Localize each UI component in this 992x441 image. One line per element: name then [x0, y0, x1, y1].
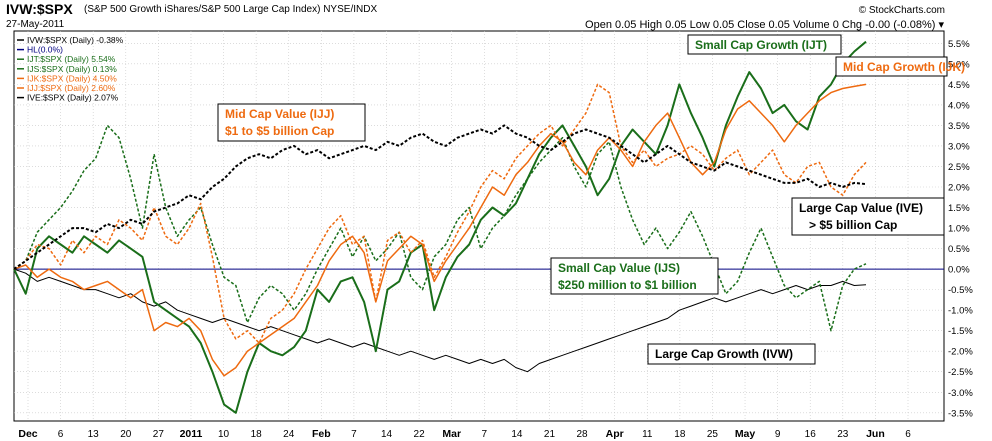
y-tick-label: 4.5% [948, 80, 970, 91]
y-tick-label: 3.5% [948, 121, 970, 132]
chart-title: IVW:$SPX [6, 1, 73, 17]
y-tick-label: 2.5% [948, 162, 970, 173]
annotation-label: Large Cap Growth (IVW) [655, 347, 793, 361]
y-tick-label: 5.5% [948, 39, 970, 50]
annotation-box [687, 34, 842, 55]
legend-item: IJJ:$SPX (Daily) 2.60% [27, 83, 116, 93]
y-tick-label: -1.5% [948, 326, 973, 337]
x-tick-label: 24 [283, 429, 295, 440]
annotation-box [647, 343, 816, 365]
x-tick-label: 25 [707, 429, 719, 440]
x-tick-label: 2011 [180, 428, 203, 440]
x-tick-label: 28 [577, 429, 589, 440]
annotation-label: Large Cap Value (IVE) [799, 201, 923, 215]
ohlc-readout: Open 0.05 High 0.05 Low 0.05 Close 0.05 … [585, 19, 944, 31]
x-tick-label: 7 [351, 429, 357, 440]
series-line [13, 124, 867, 270]
y-tick-label: 4.0% [948, 100, 970, 111]
y-tick-label: 5.0% [948, 59, 970, 70]
y-tick-label: 0.5% [948, 244, 970, 255]
y-tick-label: -3.0% [948, 388, 973, 399]
chart-subtitle: (S&P 500 Growth iShares/S&P 500 Large Ca… [84, 4, 378, 15]
y-tick-label: 1.5% [948, 203, 970, 214]
x-tick-label: 6 [58, 429, 64, 440]
x-tick-label: 11 [642, 429, 653, 440]
x-tick-label: 21 [544, 429, 556, 440]
x-tick-label: 14 [511, 429, 523, 440]
x-tick-label: May [735, 428, 756, 440]
y-tick-label: -2.0% [948, 347, 973, 358]
x-tick-label: 27 [153, 429, 165, 440]
annotation-box [791, 197, 945, 236]
legend-item: IJT:$SPX (Daily) 5.54% [27, 54, 116, 64]
annotation-label: $1 to $5 billion Cap [225, 124, 334, 138]
chart-date: 27-May-2011 [6, 19, 65, 30]
x-tick-label: Feb [312, 428, 331, 440]
x-tick-label: 6 [905, 429, 911, 440]
x-tick-label: Jun [866, 428, 885, 440]
y-tick-label: 1.0% [948, 224, 970, 235]
legend-item: IVW:$SPX (Daily) -0.38% [27, 35, 124, 45]
annotation-box [835, 56, 948, 77]
x-tick-label: Dec [18, 428, 37, 440]
brand-label: © StockCharts.com [858, 5, 945, 16]
x-tick-label: 16 [805, 429, 817, 440]
x-tick-label: 14 [381, 429, 393, 440]
y-tick-label: 2.0% [948, 183, 970, 194]
annotation-box [550, 257, 719, 295]
y-tick-label: 3.0% [948, 141, 970, 152]
annotation-box [217, 103, 366, 142]
x-tick-label: 10 [218, 429, 230, 440]
annotation-label: $250 million to $1 billion [558, 278, 697, 292]
legend-item: IVE:$SPX (Daily) 2.07% [27, 93, 119, 103]
series-line [13, 268, 867, 373]
y-tick-label: -2.5% [948, 367, 973, 378]
legend-item: IJK:$SPX (Daily) 4.50% [27, 73, 117, 83]
series-line [13, 40, 867, 414]
x-tick-label: 20 [120, 429, 132, 440]
x-tick-label: 13 [88, 429, 100, 440]
legend-item: IJS:$SPX (Daily) 0.13% [27, 64, 117, 74]
x-tick-label: 7 [482, 429, 488, 440]
annotation-label: Small Cap Growth (IJT) [695, 38, 827, 52]
x-tick-label: 18 [251, 429, 263, 440]
x-tick-label: 9 [775, 429, 781, 440]
x-tick-label: Mar [442, 428, 461, 440]
y-tick-label: -1.0% [948, 306, 973, 317]
x-tick-label: 23 [837, 429, 849, 440]
series-line [13, 83, 867, 344]
annotation-label: Mid Cap Value (IJJ) [225, 107, 334, 121]
legend-item: HL(0.0%) [27, 45, 63, 55]
y-tick-label: -3.5% [948, 408, 973, 419]
annotation-label: > $5 billion Cap [799, 218, 897, 232]
annotation-label: Mid Cap Growth (IJK) [843, 60, 965, 74]
x-tick-label: Apr [606, 428, 624, 440]
annotation-label: Small Cap Value (IJS) [558, 261, 680, 275]
x-tick-label: 18 [674, 429, 686, 440]
y-tick-label: 0.0% [948, 265, 970, 276]
x-tick-label: 22 [414, 429, 426, 440]
series-line [13, 83, 867, 377]
y-tick-label: -0.5% [948, 285, 973, 296]
